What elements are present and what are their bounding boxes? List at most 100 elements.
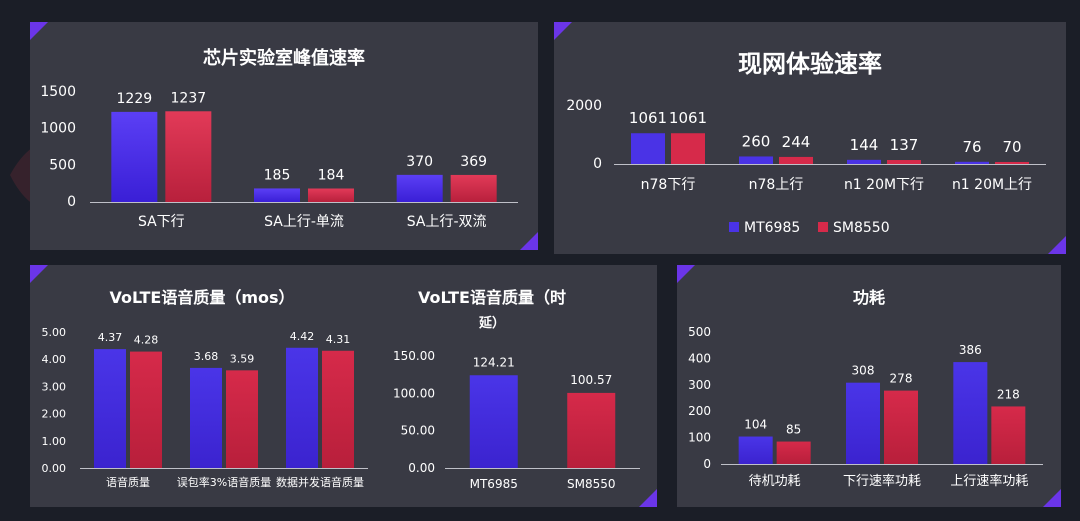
- chart-title: 功耗: [853, 288, 885, 307]
- y-tick-label: 100.00: [393, 386, 435, 400]
- delay-chart-title-line1: VoLTE语音质量（时: [418, 288, 566, 307]
- bar: [286, 347, 318, 468]
- delay-chart-title-line2: 延）: [478, 315, 505, 331]
- category-label: n78下行: [641, 177, 696, 193]
- data-label: 185: [264, 167, 291, 183]
- network-rate-panel: 现网体验速率 MT6985 SM8550 0 2000 1061 1061 n78下行 2…: [554, 22, 1066, 254]
- y-tick-label: 400: [688, 351, 711, 365]
- bar: [739, 156, 773, 164]
- data-label: 184: [318, 168, 345, 184]
- bar: [955, 161, 989, 164]
- data-label: 124.21: [473, 355, 515, 369]
- y-tick-label: 150.00: [393, 349, 435, 363]
- legend: MT6985 SM8550: [729, 220, 890, 236]
- bar: [254, 188, 300, 202]
- bar: [776, 441, 811, 464]
- data-label: 369: [460, 154, 487, 170]
- bar: [779, 156, 813, 164]
- category-label: 语音质量: [106, 475, 150, 489]
- legend-label-sm: SM8550: [833, 220, 890, 236]
- data-label: 4.28: [134, 334, 159, 347]
- corner-decoration: [520, 232, 538, 250]
- corner-decoration: [554, 22, 572, 40]
- corner-decoration: [1043, 489, 1061, 507]
- volte-panel: VoLTE语音质量（mos） VoLTE语音质量（时 延） 0.00 1.00 2.…: [30, 265, 657, 507]
- y-tick-label: 500: [688, 325, 711, 339]
- corner-decoration: [1048, 236, 1066, 254]
- y-tick-label: 300: [688, 378, 711, 392]
- bar: [995, 161, 1029, 164]
- category-label: MT6985: [470, 477, 518, 491]
- category-label: SA上行-双流: [407, 214, 487, 230]
- bar: [165, 111, 212, 202]
- bar: [887, 160, 921, 164]
- legend-swatch-mt: [729, 222, 739, 232]
- data-label: 1061: [629, 109, 667, 127]
- bar: [469, 375, 518, 468]
- volte-charts: VoLTE语音质量（mos） VoLTE语音质量（时 延） 0.00 1.00 2.…: [42, 288, 640, 491]
- bar: [190, 367, 222, 468]
- data-label: 104: [744, 418, 767, 432]
- category-label: n1 20M上行: [952, 177, 1032, 193]
- bar: [322, 350, 354, 468]
- bar: [130, 351, 162, 468]
- category-label: SA下行: [138, 214, 185, 230]
- bar: [884, 390, 918, 464]
- bar: [991, 406, 1026, 464]
- mos-chart-title: VoLTE语音质量（mos）: [109, 288, 294, 307]
- y-tick-label: 1000: [40, 121, 76, 137]
- bar: [953, 362, 988, 464]
- corner-decoration: [639, 489, 657, 507]
- legend-label-mt: MT6985: [744, 220, 800, 236]
- chip-rate-chart: 芯片实验室峰值速率 0 500 1000 1500 1229 1237 SA下行 185 184…: [40, 47, 518, 230]
- category-label: SM8550: [567, 477, 616, 491]
- data-label: 137: [890, 136, 919, 154]
- bar: [308, 188, 354, 202]
- data-label: 218: [997, 387, 1020, 401]
- y-tick-label: 5.00: [42, 326, 67, 339]
- legend-swatch-sm: [818, 222, 828, 232]
- bar: [94, 349, 126, 468]
- data-label: 1237: [171, 90, 207, 106]
- bar: [226, 370, 258, 468]
- category-label: 误包率3%语音质量: [177, 475, 271, 489]
- bar: [567, 392, 616, 468]
- data-label: 85: [786, 423, 801, 437]
- y-tick-label: 200: [688, 404, 711, 418]
- data-label: 100.57: [570, 373, 612, 387]
- y-tick-label: 0.00: [408, 461, 435, 475]
- bar: [738, 436, 773, 464]
- y-tick-label: 50.00: [401, 424, 435, 438]
- data-label: 4.42: [290, 330, 315, 343]
- y-tick-label: 500: [49, 157, 76, 173]
- data-label: 4.31: [326, 333, 351, 346]
- data-label: 70: [1002, 138, 1021, 156]
- data-label: 370: [406, 154, 433, 170]
- network-rate-chart: 现网体验速率 MT6985 SM8550 0 2000 1061 1061 n78下行 2…: [566, 50, 1046, 236]
- chip-rate-panel: 芯片实验室峰值速率 0 500 1000 1500 1229 1237 SA下行 185 184…: [30, 22, 538, 250]
- bar: [671, 133, 705, 164]
- y-tick-label: 0: [67, 194, 76, 210]
- data-label: 260: [742, 132, 771, 150]
- bar: [396, 174, 443, 202]
- data-label: 3.59: [230, 352, 255, 365]
- power-chart: 功耗 0 100 200 300 400 500 104 85 待机功耗 308 278 下行速率功耗…: [688, 288, 1043, 489]
- category-label: n78上行: [749, 177, 804, 193]
- y-tick-label: 0.00: [42, 462, 67, 475]
- category-label: 上行速率功耗: [950, 473, 1028, 489]
- data-label: 76: [962, 138, 981, 156]
- y-tick-label: 4.00: [42, 353, 67, 366]
- chart-title: 芯片实验室峰值速率: [203, 47, 365, 69]
- bar: [846, 382, 880, 464]
- corner-decoration: [30, 22, 48, 40]
- category-label: 下行速率功耗: [843, 473, 921, 489]
- data-label: 308: [852, 364, 875, 378]
- bar: [631, 133, 665, 164]
- bar: [847, 159, 881, 164]
- corner-decoration: [30, 265, 48, 283]
- y-tick-label: 2.00: [42, 408, 67, 421]
- chart-title: 现网体验速率: [738, 50, 882, 78]
- category-label: n1 20M下行: [844, 177, 924, 193]
- y-tick-label: 3.00: [42, 380, 67, 393]
- y-tick-label: 0: [593, 156, 602, 172]
